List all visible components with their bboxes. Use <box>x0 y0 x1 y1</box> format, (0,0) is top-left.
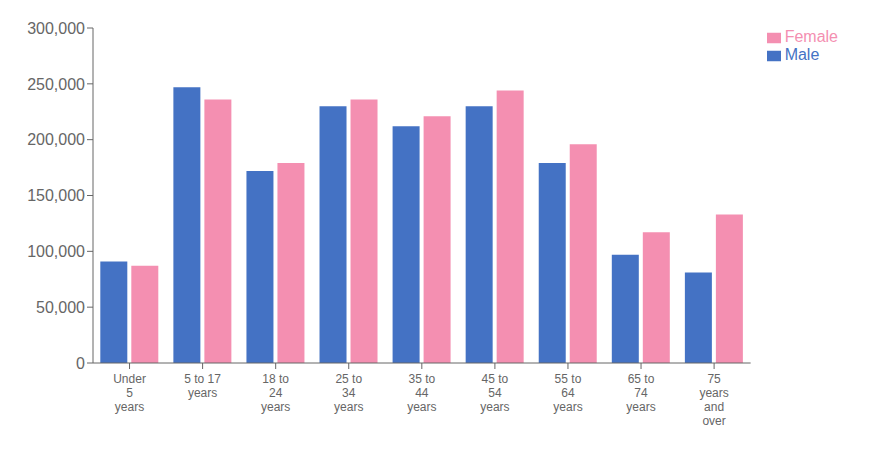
svg-text:50,000: 50,000 <box>36 299 85 316</box>
svg-text:150,000: 150,000 <box>27 187 85 204</box>
html-text:Male: Male <box>784 46 820 63</box>
svg-text:18 to24years: 18 to24years <box>261 372 290 414</box>
svg-text:250,000: 250,000 <box>27 76 85 93</box>
svg-text:45 to54years: 45 to54years <box>480 372 509 414</box>
svg-text:0: 0 <box>76 355 85 372</box>
svg-text:75yearsandover: 75yearsandover <box>699 372 728 428</box>
svg-text:5 to 17years: 5 to 17years <box>184 372 221 400</box>
svg-text:55 to64years: 55 to64years <box>553 372 582 414</box>
html-text:Female: Female <box>784 28 838 45</box>
svg-text:Under5years: Under5years <box>113 372 146 414</box>
svg-text:35 to44years: 35 to44years <box>407 372 436 414</box>
svg-text:25 to34years: 25 to34years <box>334 372 363 414</box>
svg-text:65 to74years: 65 to74years <box>626 372 655 414</box>
svg-text:300,000: 300,000 <box>27 20 85 37</box>
svg-text:100,000: 100,000 <box>27 243 85 260</box>
svg-text:200,000: 200,000 <box>27 131 85 148</box>
